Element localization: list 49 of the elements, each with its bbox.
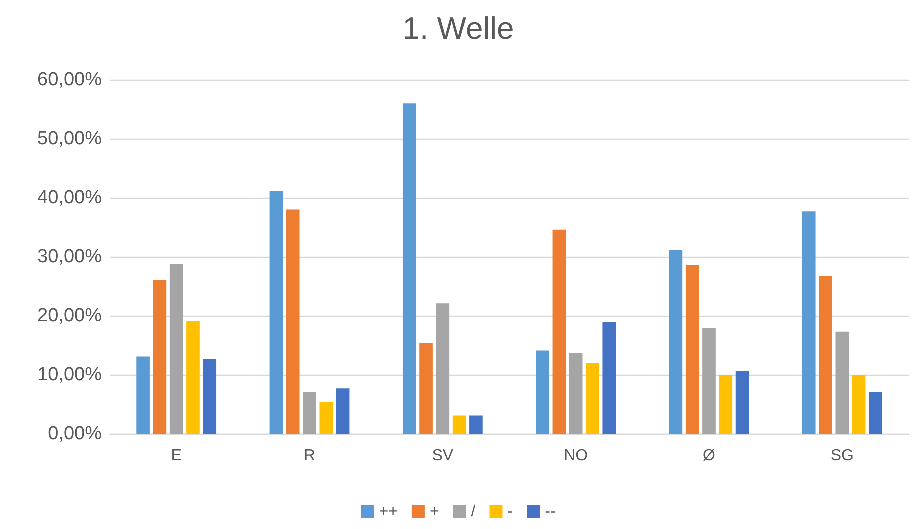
chart-title: 1. Welle xyxy=(402,11,514,46)
y-tick-label: 0,00% xyxy=(48,424,102,444)
x-tick-label: SV xyxy=(432,448,454,464)
bar xyxy=(569,353,583,434)
bar xyxy=(586,363,600,434)
bar xyxy=(320,402,334,434)
bar xyxy=(852,375,866,434)
bar xyxy=(170,264,184,434)
bar xyxy=(470,416,483,434)
bar xyxy=(669,250,683,434)
bar xyxy=(802,212,816,434)
legend-label: - xyxy=(508,504,514,520)
x-tick-label: E xyxy=(171,448,182,464)
bar xyxy=(702,328,716,434)
bar xyxy=(136,356,150,434)
bar xyxy=(452,416,466,434)
bar xyxy=(402,104,416,434)
bar xyxy=(552,230,566,434)
bar xyxy=(836,332,850,434)
bar xyxy=(719,375,733,434)
y-tick-label: 40,00% xyxy=(38,188,102,208)
y-tick-label: 20,00% xyxy=(38,306,102,326)
x-tick-label: R xyxy=(304,448,316,464)
bar xyxy=(186,321,200,434)
bar xyxy=(153,280,167,434)
bar xyxy=(336,388,350,434)
bar xyxy=(303,392,316,434)
bar xyxy=(819,276,832,434)
legend-label: + xyxy=(430,504,440,520)
y-tick-label: 60,00% xyxy=(38,70,102,90)
bar xyxy=(270,192,284,434)
bar xyxy=(736,371,750,434)
legend-label: / xyxy=(471,504,476,520)
bar xyxy=(420,343,433,434)
bar xyxy=(286,210,300,434)
bar xyxy=(436,304,450,434)
bar xyxy=(602,322,616,434)
y-tick-label: 30,00% xyxy=(38,246,102,268)
y-tick-label: 50,00% xyxy=(38,128,102,150)
y-tick-label: 10,00% xyxy=(38,364,102,386)
legend-label: ++ xyxy=(379,504,398,520)
bar xyxy=(536,350,550,434)
x-tick-label: SG xyxy=(830,448,854,464)
x-tick-label: Ø xyxy=(703,448,716,464)
bar xyxy=(869,392,882,434)
legend-label: -- xyxy=(545,504,556,520)
bar xyxy=(686,265,700,434)
x-tick-label: NO xyxy=(564,448,588,464)
bar xyxy=(203,359,217,434)
